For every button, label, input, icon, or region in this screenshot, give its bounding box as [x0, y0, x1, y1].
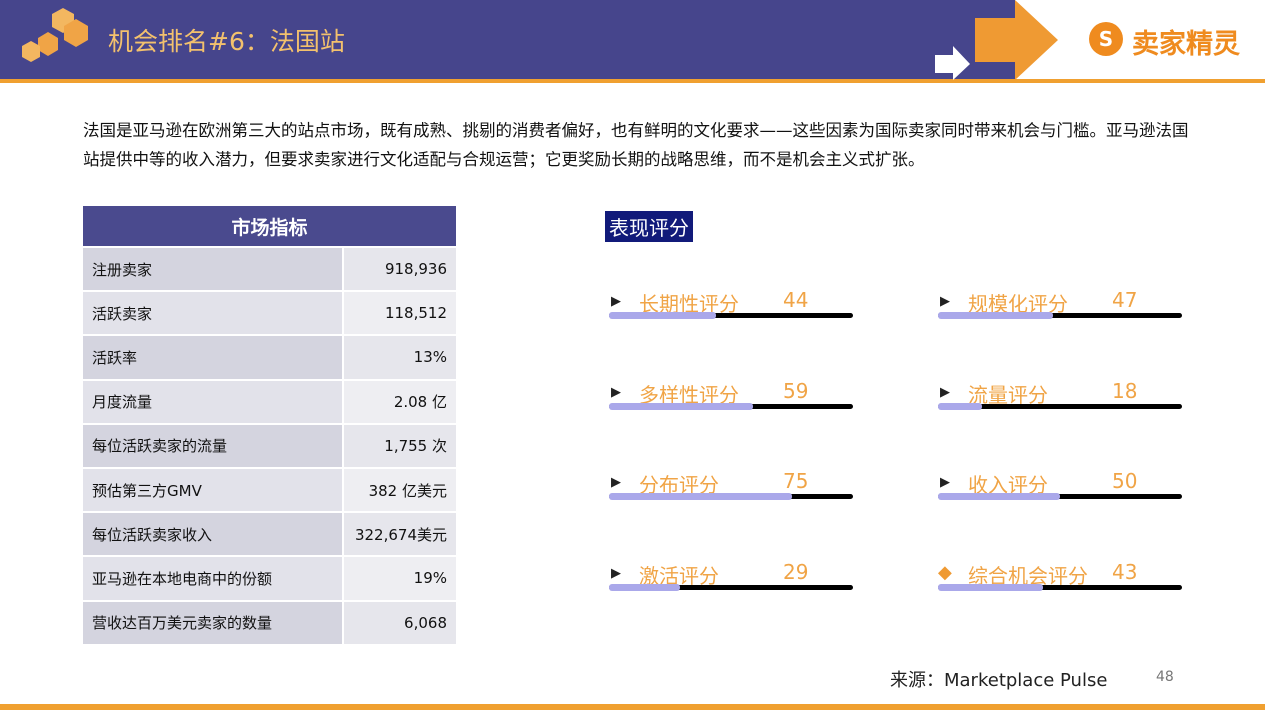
bullet: ▶ — [611, 565, 621, 581]
score-item: ▶ 规模化评分 47 — [938, 288, 1188, 328]
metric-value: 118,512 — [344, 292, 456, 337]
table-row: 每位活跃卖家收入 322,674美元 — [83, 513, 456, 558]
footer-line — [0, 704, 1265, 710]
score-bar — [609, 402, 753, 410]
bullet: ▶ — [940, 384, 950, 400]
score-track — [609, 584, 853, 590]
metric-value: 13% — [344, 336, 456, 381]
logo: 卖家精灵 — [1132, 29, 1240, 60]
metric-name: 注册卖家 — [83, 248, 344, 293]
score-value: 29 — [783, 559, 809, 584]
bullet: ▶ — [611, 384, 621, 400]
scores-title: 表现评分 — [605, 211, 693, 242]
title: 机会排名#6：法国站 — [108, 27, 345, 56]
score-item: ▶ 收入评分 50 — [938, 469, 1188, 509]
source: 来源：Marketplace Pulse — [890, 670, 1108, 691]
score-item: ▶ 流量评分 18 — [938, 379, 1188, 419]
metrics-table: 市场指标 注册卖家 918,936 活跃卖家 118,512 活跃率 13% 月度流量 2.0… — [83, 206, 456, 646]
metric-value: 322,674美元 — [344, 513, 456, 558]
logo-icon — [1089, 22, 1123, 56]
metric-value: 6,068 — [344, 601, 456, 646]
score-track — [938, 403, 1182, 409]
header-bar — [0, 0, 1015, 79]
metric-name: 月度流量 — [83, 380, 344, 425]
score-track — [609, 313, 853, 318]
arrow — [975, 0, 1058, 80]
header-line — [0, 79, 1265, 83]
score-bar — [609, 312, 717, 319]
score-item: ▶ 分布评分 75 — [609, 469, 859, 509]
metric-name: 每位活跃卖家的流量 — [83, 424, 344, 469]
hexagon — [22, 41, 40, 62]
score-track — [938, 494, 1182, 499]
table-row: 月度流量 2.08 亿 — [83, 380, 456, 425]
arrow-small — [935, 46, 970, 80]
score-track — [938, 313, 1182, 318]
score-bar — [609, 493, 792, 500]
score-value: 59 — [783, 378, 809, 403]
score-bar — [609, 583, 680, 591]
score-value: 44 — [783, 288, 809, 312]
table-row: 预估第三方GMV 382 亿美元 — [83, 468, 456, 514]
score-value: 75 — [783, 469, 809, 493]
table-body: 注册卖家 918,936 活跃卖家 118,512 活跃率 13% 月度流量 2.08 亿每位… — [83, 248, 456, 646]
metric-value: 19% — [344, 557, 456, 602]
score-bar — [938, 493, 1060, 500]
score-value: 47 — [1112, 288, 1138, 312]
metric-name: 每位活跃卖家收入 — [83, 513, 344, 558]
score-value: 50 — [1112, 469, 1138, 493]
table-row: 亚马逊在本地电商中的份额 19% — [83, 557, 456, 602]
bullet: ▶ — [940, 475, 950, 490]
hexagon — [38, 32, 58, 56]
table-row: 活跃率 13% — [83, 336, 456, 381]
table-header: 市场指标 — [83, 206, 456, 248]
bullet: ▶ — [940, 294, 950, 309]
table-row: 注册卖家 918,936 — [83, 248, 456, 293]
table-row: 活跃卖家 118,512 — [83, 292, 456, 337]
metric-name: 活跃率 — [83, 336, 344, 381]
bullet: ▶ — [611, 294, 621, 309]
bullet: ◆ — [938, 561, 952, 583]
score-item: ▶ 多样性评分 59 — [609, 379, 859, 419]
score-item: ▶ 激活评分 29 — [609, 560, 859, 600]
logo-mark: S — [1099, 27, 1113, 51]
score-bar — [938, 583, 1043, 591]
intro-text: 法国是亚马逊在欧洲第三大的站点市场，既有成熟、挑剔的消费者偏好，也有鲜明的文化要… — [83, 121, 1189, 169]
metric-name: 亚马逊在本地电商中的份额 — [83, 557, 344, 602]
score-item: ▶ 长期性评分 44 — [609, 288, 859, 328]
page-number: 48 — [1156, 669, 1174, 685]
hexagon — [64, 19, 88, 47]
bullet: ▶ — [611, 475, 621, 490]
metric-name: 预估第三方GMV — [83, 468, 344, 514]
score-label: 流量评分 — [968, 382, 1048, 407]
score-track — [938, 584, 1182, 590]
header-graphics: S — [22, 0, 1123, 80]
metric-value: 918,936 — [344, 248, 456, 293]
table-row: 每位活跃卖家的流量 1,755 次 — [83, 424, 456, 469]
metric-value: 1,755 次 — [344, 424, 456, 469]
score-value: 43 — [1112, 559, 1138, 584]
score-bar — [938, 402, 982, 410]
score-bar — [938, 312, 1053, 319]
metric-name: 活跃卖家 — [83, 292, 344, 337]
table-row: 营收达百万美元卖家的数量 6,068 — [83, 601, 456, 646]
score-item: ◆ 综合机会评分 43 — [938, 560, 1188, 600]
metric-value: 2.08 亿 — [344, 380, 456, 425]
metric-value: 382 亿美元 — [344, 468, 456, 514]
metric-name: 营收达百万美元卖家的数量 — [83, 601, 344, 646]
score-value: 18 — [1112, 378, 1138, 403]
